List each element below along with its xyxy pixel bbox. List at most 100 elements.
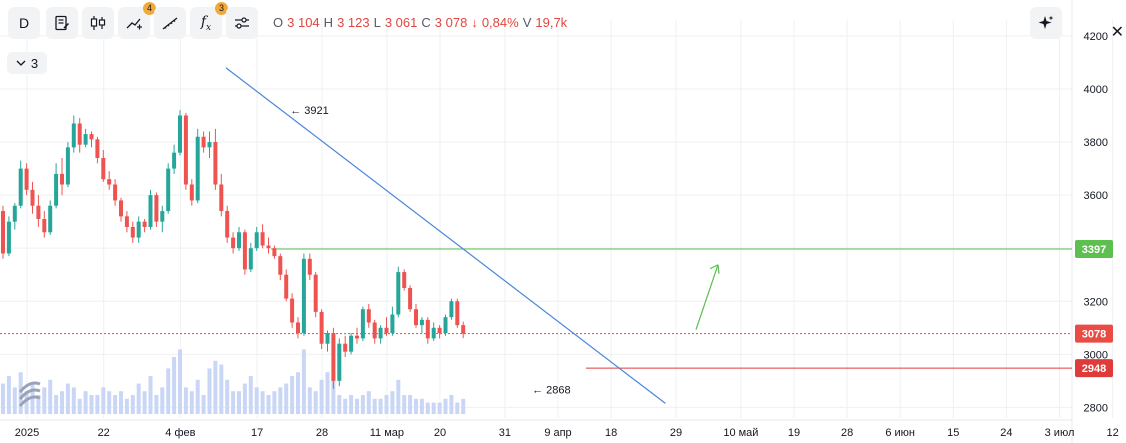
candle-body [402,272,407,288]
series-toggle[interactable]: 3 [7,52,47,74]
volume-bar [77,398,82,414]
chart-type-button[interactable] [82,7,114,39]
volume-bar [130,395,135,414]
volume-bar [319,379,324,414]
volume-value: 19,7k [535,15,568,30]
volume-bar [119,391,123,414]
candle-body [166,168,171,212]
drawing-lines[interactable] [0,67,1072,404]
x-tick-label: 24 [1000,427,1012,439]
price-annotation: ← 3921 [290,105,329,117]
close-icon[interactable]: ✕ [1110,24,1124,41]
x-tick-label: 22 [98,427,110,439]
volume-bar [166,368,171,414]
trend-line[interactable] [225,67,666,404]
candle-body [107,179,112,185]
volume-label: V [522,15,532,30]
candle-body [12,205,17,222]
volume-bar [113,395,118,414]
logo-stroke [18,388,41,400]
formula-button[interactable]: fx 3 [190,2,228,39]
candle-body [119,200,123,217]
change-percent: 0,84% [481,15,519,30]
time-axis[interactable]: 2025 22 4 фев 17 28 11 мар 20 31 9 апр 18 29 10 май… [15,427,1119,439]
candle-body [372,322,377,339]
candle-body [207,142,212,148]
volume-bar [414,398,418,414]
volume-bar [349,395,354,414]
candle-body [195,136,200,201]
volume-bar [95,395,100,414]
y-tick-label: 3200 [1084,296,1108,308]
ruler-icon [162,17,178,30]
x-tick-label: 10 май [723,427,758,439]
last_price-price-tag [1075,324,1113,343]
volume-bar [284,383,289,414]
candle-body [355,335,359,339]
candles-icon [90,16,106,30]
candle-body [148,195,153,227]
volume-bars [1,349,466,414]
x-tick-label: 12 [1106,427,1118,439]
volume-bar [136,383,141,414]
interval-button[interactable]: D [8,7,40,39]
candle-body [366,309,371,323]
top-toolbar: D 4 fx 3 O 3 104 H 3 123 L 3 061 C 3 078… [0,0,1126,46]
volume-bar [278,387,283,414]
volume-bar [266,395,271,414]
y-tick-label: 3800 [1084,137,1108,149]
candle-body [237,232,241,249]
close-value: 3 078 [434,15,468,30]
volume-bar [225,379,230,414]
ai-assistant-button[interactable] [1030,7,1062,39]
candle-body [77,123,82,145]
x-tick-label: 29 [670,427,682,439]
volume-bar [355,398,359,414]
volume-bar [461,398,466,414]
candle-body [48,205,53,233]
volume-bar [455,402,460,414]
candle-body [101,157,106,180]
candle-body [272,248,277,257]
ohlc-legend: O 3 104 H 3 123 L 3 061 C 3 078 ↓ 0,84% … [273,15,567,30]
exchange-logo-icon [18,381,41,407]
volume-bar [396,379,401,414]
candle-body [419,319,424,326]
volume-bar [178,349,182,414]
volume-bar [248,376,253,414]
volume-bar [154,395,159,414]
y-tick-label: 4200 [1084,31,1108,43]
y-tick-label: 4000 [1084,84,1108,96]
candle-body [65,147,70,185]
candle-body [449,301,454,318]
volume-bar [325,372,330,414]
volume-bar [18,372,23,414]
candle-body [160,211,165,222]
candle-body [325,333,330,344]
candle-body [36,205,41,219]
volume-bar [219,364,224,414]
y-tick-label: 2800 [1084,402,1108,414]
x-tick-label: 18 [605,427,617,439]
price-axis[interactable]: 42004000380036003400320030002800 [1084,31,1108,414]
volume-bar [378,398,383,414]
support-price-tag [1075,359,1113,378]
projection-arrow-line[interactable] [695,264,719,330]
open-value: 3 104 [287,15,320,30]
document-edit-icon [55,15,70,31]
function-icon: fx [200,13,212,33]
low-value: 3 061 [384,15,418,30]
drawings-button[interactable] [154,7,186,39]
candle-body [113,184,118,201]
settings-button[interactable] [226,7,258,39]
indicators-button[interactable]: 4 [118,2,156,39]
last_price-price-label: 3078 [1082,329,1106,341]
compare-button[interactable] [46,7,78,39]
candle-body [437,327,442,334]
x-tick-label: 19 [788,427,800,439]
x-tick-label: 4 фев [165,427,195,439]
candle-body [349,335,354,352]
x-tick-label: 2025 [15,427,39,439]
candle-body [219,184,224,212]
